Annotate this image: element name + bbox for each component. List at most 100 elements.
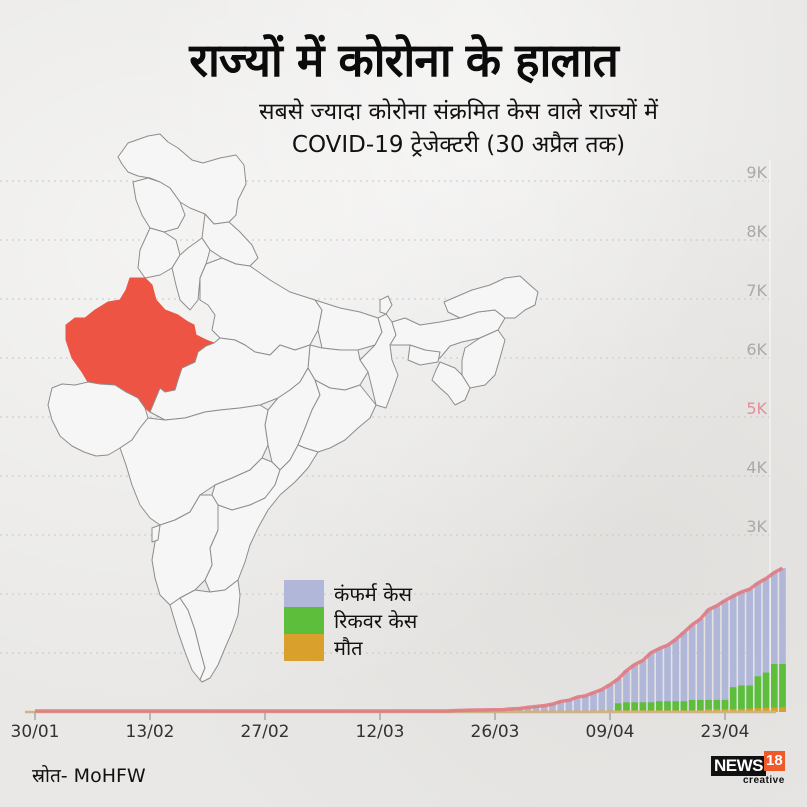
- bar-deaths: [746, 708, 753, 712]
- source-credit: स्रोत- MoHFW: [32, 765, 146, 787]
- map-state-tripura-mizoram: [431, 361, 471, 406]
- logo-18-badge: 18: [764, 751, 785, 771]
- x-tick-label: 09/04: [585, 722, 635, 742]
- subtitle-line-1: सबसे ज्यादा कोरोना संक्रमित केस वाले राज…: [259, 99, 658, 125]
- bar-deaths: [729, 708, 737, 712]
- y-tick-7k: 7K: [746, 281, 767, 300]
- bar-recovered: [697, 699, 704, 712]
- bar-recovered: [639, 702, 647, 712]
- x-tick-label: 13/02: [125, 722, 175, 742]
- x-tick-label: 30/01: [10, 722, 60, 742]
- map-state-arunachal: [443, 275, 539, 319]
- bar-deaths: [779, 707, 786, 712]
- page-title: राज्यों में कोरोना के हालात: [189, 33, 619, 87]
- bar-confirmed: [770, 572, 778, 712]
- legend-item-deaths: मौत: [284, 634, 417, 661]
- bar-recovered: [713, 699, 721, 712]
- x-tick-label: 26/03: [470, 722, 520, 742]
- map-state-odisha: [297, 379, 377, 453]
- bar-recovered: [655, 701, 663, 712]
- bar-deaths: [721, 708, 729, 712]
- y-tick-6k: 6K: [746, 340, 767, 359]
- map-state-punjab: [137, 227, 181, 279]
- bar-confirmed: [697, 619, 704, 712]
- map-state-maharashtra: [119, 404, 269, 526]
- subtitle-line-2: COVID-19 ट्रेजेक्टरी (30 अप्रैल तक): [291, 132, 626, 158]
- logo-creative-text: creative: [743, 775, 785, 786]
- bar-confirmed: [647, 652, 655, 712]
- legend-swatch-confirmed: [284, 580, 324, 607]
- bar-deaths: [770, 707, 778, 712]
- x-axis-tick-marks: [34, 713, 726, 720]
- x-tick-label: 27/02: [240, 722, 290, 742]
- bar-confirmed: [614, 678, 622, 712]
- page-subtitle: सबसे ज्यादा कोरोना संक्रमित केस वाले राज…: [150, 96, 767, 162]
- confirmed-trend-line: [34, 566, 784, 713]
- bar-recovered: [770, 663, 778, 712]
- bar-recovered: [614, 703, 622, 712]
- bar-deaths: [705, 709, 712, 712]
- bar-confirmed: [631, 664, 638, 712]
- chart-legend: कंफर्म केस रिकवर केस मौत: [284, 580, 417, 661]
- map-state-tamil-nadu: [179, 579, 241, 683]
- bar-confirmed: [705, 609, 712, 712]
- bar-confirmed: [524, 707, 532, 712]
- bar-recovered: [754, 676, 762, 712]
- legend-swatch-deaths: [284, 634, 324, 661]
- bar-confirmed: [540, 705, 548, 712]
- x-tick-label: 23/04: [700, 722, 750, 742]
- bar-confirmed: [688, 624, 696, 712]
- logo-news-text: NEWS: [711, 756, 766, 776]
- bar-confirmed: [590, 692, 597, 712]
- bar-confirmed: [606, 684, 614, 712]
- bar-recovered: [721, 699, 729, 712]
- map-state-bihar: [314, 299, 383, 351]
- bar-confirmed: [623, 670, 630, 712]
- y-tick-3k: 3K: [746, 517, 767, 536]
- bar-confirmed: [573, 697, 581, 712]
- bar-deaths: [738, 708, 745, 712]
- bar-recovered: [680, 701, 688, 712]
- map-state-assam: [389, 309, 506, 363]
- bar-recovered: [623, 702, 630, 712]
- map-state-sikkim: [379, 295, 393, 315]
- bar-confirmed: [639, 660, 647, 712]
- bar-confirmed: [557, 701, 565, 712]
- bar-recovered: [705, 699, 712, 712]
- bar-deaths: [713, 709, 721, 712]
- bar-deaths: [762, 707, 770, 712]
- bar-confirmed: [664, 645, 671, 712]
- bar-confirmed: [721, 600, 729, 712]
- bar-confirmed: [532, 706, 540, 712]
- bar-confirmed: [549, 704, 556, 712]
- map-state-jammu-kashmir: [117, 133, 247, 225]
- legend-item-recovered: रिकवर केस: [284, 607, 417, 634]
- map-state-himachal: [132, 177, 186, 233]
- x-tick-label: 12/03: [355, 722, 405, 742]
- map-state-meghalaya: [407, 344, 441, 366]
- bar-confirmed: [729, 596, 737, 712]
- bar-confirmed: [713, 605, 721, 712]
- bar-recovered: [738, 685, 745, 712]
- bar-recovered: [664, 701, 671, 712]
- y-tick-4k: 4K: [746, 458, 767, 477]
- map-state-nagaland-manipur: [461, 329, 506, 389]
- bar-confirmed: [655, 648, 663, 712]
- bar-confirmed: [762, 578, 770, 712]
- y-tick-9k: 9K: [746, 163, 767, 182]
- legend-item-confirmed: कंफर्म केस: [284, 580, 417, 607]
- bar-confirmed: [672, 639, 680, 712]
- bar-deaths: [754, 708, 762, 712]
- map-state-karnataka: [151, 494, 219, 606]
- bar-recovered: [746, 685, 753, 712]
- legend-swatch-recovered: [284, 607, 324, 634]
- bar-confirmed: [598, 689, 606, 712]
- bar-recovered: [631, 702, 638, 712]
- bar-recovered: [779, 663, 786, 712]
- bar-confirmed: [680, 632, 688, 712]
- bar-recovered: [729, 687, 737, 712]
- y-tick-8k: 8K: [746, 222, 767, 241]
- bar-confirmed: [582, 695, 589, 712]
